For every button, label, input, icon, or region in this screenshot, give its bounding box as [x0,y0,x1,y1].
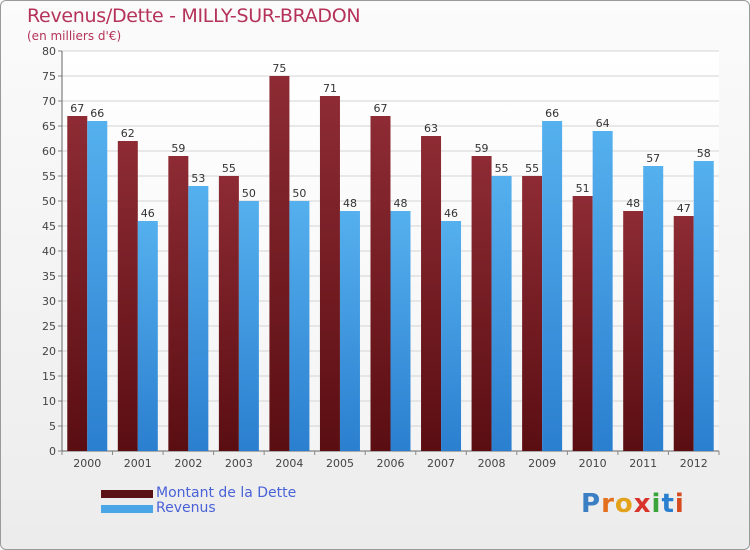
bar-revenus [188,186,209,451]
logo-letter: t [661,489,675,519]
value-label-dette: 67 [374,102,388,115]
x-tick-label: 2005 [326,457,354,470]
y-tick-label: 60 [42,145,56,158]
bar-dette [168,156,189,451]
y-tick-label: 40 [42,245,56,258]
bar-dette [522,176,543,451]
logo-letter: i [651,489,662,519]
value-label-dette: 51 [576,182,590,195]
bar-dette [572,196,593,451]
bar-revenus [339,211,360,451]
value-label-dette: 75 [272,62,286,75]
bar-dette [673,216,694,451]
bar-revenus [643,166,664,451]
chart-title: Revenus/Dette - MILLY-SUR-BRADON [27,5,361,27]
bar-revenus [592,131,613,451]
value-label-dette: 55 [525,162,539,175]
legend-swatch-revenus [101,505,153,513]
x-tick-label: 2009 [528,457,556,470]
legend-label-dette: Montant de la Dette [156,485,297,501]
value-label-dette: 48 [626,197,640,210]
logo-letter: x [633,489,652,519]
bar-dette [471,156,492,451]
x-tick-label: 2008 [478,457,506,470]
value-label-revenus: 46 [444,207,458,220]
logo-letter: P [581,489,602,519]
x-tick-label: 2004 [275,457,303,470]
bar-revenus [441,221,462,451]
bar-dette [623,211,644,451]
bar-dette [117,141,138,451]
x-tick-label: 2000 [73,457,101,470]
x-tick-label: 2002 [174,457,202,470]
y-tick-label: 65 [42,120,56,133]
value-label-revenus: 66 [545,107,559,120]
y-tick-label: 35 [42,270,56,283]
bar-dette [269,76,290,451]
y-tick-label: 75 [42,70,56,83]
bar-revenus [87,121,108,451]
value-label-revenus: 50 [292,187,306,200]
bar-revenus [390,211,411,451]
y-tick-label: 15 [42,370,56,383]
bar-dette [319,96,340,451]
y-tick-label: 55 [42,170,56,183]
y-tick-label: 80 [42,45,56,58]
logo-letter: o [614,489,634,519]
bar-revenus [238,201,259,451]
bar-revenus [693,161,714,451]
logo-letter: r [601,489,615,519]
chart-subtitle: (en milliers d'€) [27,29,122,43]
x-tick-label: 2003 [225,457,253,470]
y-tick-label: 45 [42,220,56,233]
x-tick-label: 2001 [124,457,152,470]
value-label-revenus: 58 [697,147,711,160]
y-tick-label: 5 [49,420,56,433]
value-label-revenus: 50 [242,187,256,200]
value-label-revenus: 46 [141,207,155,220]
y-tick-label: 50 [42,195,56,208]
y-tick-label: 20 [42,345,56,358]
logo-letter: i [674,489,685,519]
x-tick-label: 2010 [579,457,607,470]
value-label-dette: 59 [171,142,185,155]
bar-revenus [289,201,310,451]
value-label-revenus: 66 [90,107,104,120]
value-label-revenus: 64 [596,117,610,130]
legend-swatch-dette [101,490,153,498]
x-tick-label: 2007 [427,457,455,470]
bar-dette [218,176,239,451]
y-tick-label: 10 [42,395,56,408]
value-label-dette: 63 [424,122,438,135]
bar-dette [421,136,442,451]
value-label-dette: 71 [323,82,337,95]
value-label-dette: 59 [475,142,489,155]
value-label-revenus: 57 [646,152,660,165]
value-label-revenus: 55 [495,162,509,175]
y-tick-label: 0 [49,445,56,458]
proxiti-logo: Proxiti [581,489,685,519]
legend-label-revenus: Revenus [156,500,216,516]
y-tick-label: 70 [42,95,56,108]
value-label-revenus: 48 [343,197,357,210]
x-tick-label: 2006 [377,457,405,470]
value-label-revenus: 48 [394,197,408,210]
value-label-dette: 67 [70,102,84,115]
value-label-revenus: 53 [191,172,205,185]
bar-revenus [137,221,158,451]
value-label-dette: 55 [222,162,236,175]
y-tick-label: 25 [42,320,56,333]
bar-revenus [491,176,512,451]
bar-dette [370,116,391,451]
bar-revenus [542,121,563,451]
bar-dette [67,116,88,451]
x-tick-label: 2012 [680,457,708,470]
value-label-dette: 62 [121,127,135,140]
x-tick-label: 2011 [629,457,657,470]
y-tick-label: 30 [42,295,56,308]
value-label-dette: 47 [677,202,691,215]
